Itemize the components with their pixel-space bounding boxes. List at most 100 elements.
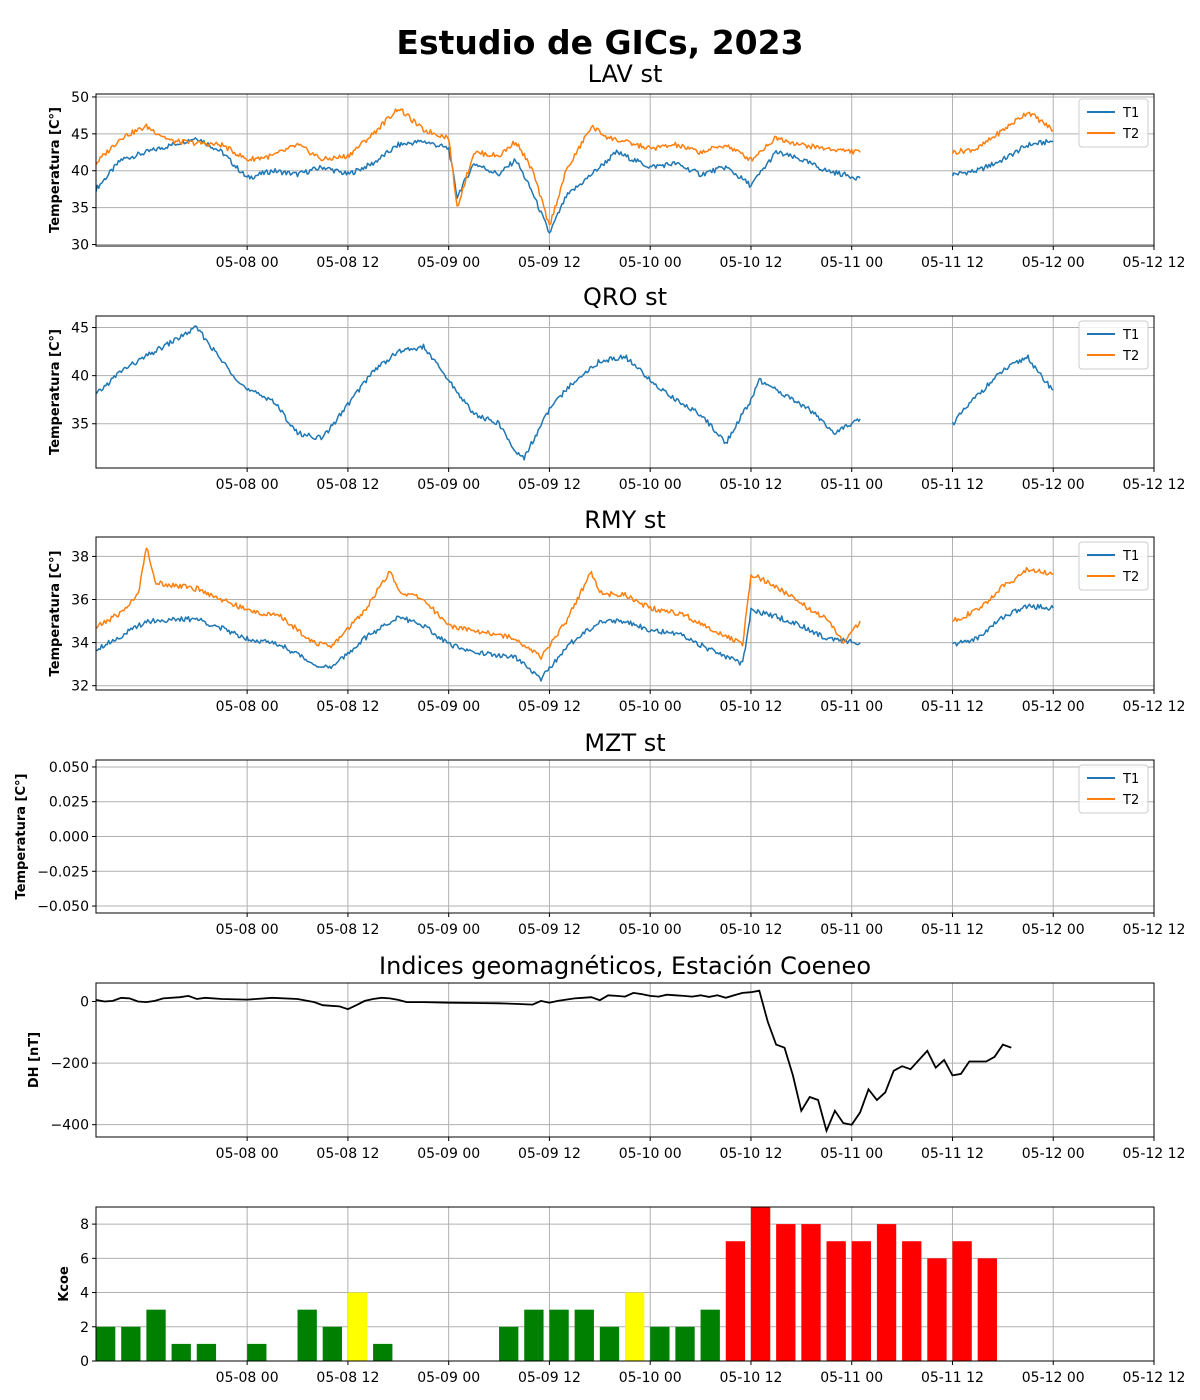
x-tick-label: 05-10 12 (719, 1370, 782, 1386)
legend-label: T1 (1122, 549, 1139, 564)
x-tick-label: 05-10 12 (719, 1146, 782, 1162)
x-tick-label: 05-09 00 (417, 1146, 480, 1162)
panel-title: RMY st (584, 506, 666, 534)
x-tick-label: 05-09 12 (518, 1370, 581, 1386)
axes-frame (95, 536, 1155, 691)
x-tick-label: 05-10 00 (619, 255, 682, 271)
x-tick-label: 05-12 00 (1022, 1370, 1085, 1386)
x-tick-label: 05-08 00 (216, 699, 279, 715)
y-tick-label: 34 (71, 636, 89, 652)
kcoe-bar (625, 1292, 645, 1361)
x-tick-label: 05-08 12 (316, 922, 379, 938)
x-tick-label: 05-09 00 (417, 1370, 480, 1386)
x-tick-label: 05-11 12 (921, 1146, 984, 1162)
x-tick-label: 05-11 00 (820, 1146, 883, 1162)
y-axis-label: DH [nT] (27, 1032, 42, 1088)
kcoe-bar (574, 1309, 594, 1361)
x-tick-label: 05-11 12 (921, 1370, 984, 1386)
x-tick-label: 05-08 12 (316, 255, 379, 271)
kcoe-bar (675, 1326, 695, 1361)
x-tick-label: 05-11 12 (921, 699, 984, 715)
kcoe-bar (750, 1207, 771, 1361)
x-tick-label: 05-11 00 (820, 255, 883, 271)
y-tick-label: 40 (71, 369, 89, 385)
x-tick-label: 05-10 12 (719, 477, 782, 493)
x-tick-label: 05-11 00 (820, 922, 883, 938)
y-tick-label: 0 (80, 994, 89, 1010)
x-tick-label: 05-10 00 (619, 1370, 682, 1386)
x-tick-label: 05-08 12 (316, 699, 379, 715)
y-axis-label: Temperatura [C°] (48, 551, 63, 677)
series-line-t1 (96, 137, 861, 234)
y-tick-label: 2 (80, 1320, 89, 1336)
plot-area (96, 325, 1054, 461)
series-line-t1 (951, 354, 1054, 426)
dh-series-line (96, 989, 1012, 1134)
x-tick-label: 05-09 00 (417, 922, 480, 938)
x-tick-label: 05-08 12 (316, 477, 379, 493)
figure-title: Estudio de GICs, 2023 (396, 23, 803, 62)
panel-lav: LAV st 05-08 00 05-08 12 05-09 00 05-09 12 05… (48, 60, 1185, 271)
kcoe-bar (196, 1343, 217, 1361)
x-tick-label: 05-12 00 (1022, 1146, 1085, 1162)
panel-title: MZT st (584, 729, 665, 757)
x-tick-label: 05-10 00 (619, 477, 682, 493)
grid-lines (96, 760, 1155, 913)
plot-area (96, 989, 1012, 1134)
series-line-t1 (951, 138, 1054, 177)
kcoe-bar (171, 1343, 191, 1361)
x-tick-label: 05-09 12 (518, 922, 581, 938)
series-line-t2 (952, 566, 1054, 623)
y-tick-label: 36 (71, 592, 89, 608)
y-tick-label: 50 (71, 90, 89, 106)
grid-lines (96, 94, 1155, 246)
kcoe-bar (599, 1326, 620, 1361)
kcoe-bar (725, 1241, 746, 1361)
x-tick-label: 05-11 12 (921, 255, 984, 271)
kcoe-bar (902, 1241, 922, 1361)
panel-title: QRO st (583, 283, 667, 311)
x-tick-label: 05-09 12 (518, 699, 581, 715)
legend-label: T2 (1122, 127, 1139, 142)
panel-rmy: RMY st 05-08 00 05-08 12 05-09 00 05-09 12 05… (48, 506, 1185, 715)
x-tick-label: 05-10 12 (719, 255, 782, 271)
series-line-t1 (96, 325, 861, 461)
y-tick-label: 4 (80, 1286, 89, 1302)
kcoe-bar (851, 1241, 872, 1361)
x-tick-label: 05-08 00 (216, 1146, 279, 1162)
x-tick-label: 05-11 00 (820, 1370, 883, 1386)
x-tick-label: 05-11 00 (820, 699, 883, 715)
x-tick-label: 05-12 12 (1123, 699, 1186, 715)
x-tick-label: 05-09 12 (518, 255, 581, 271)
kcoe-bar (247, 1343, 267, 1361)
x-tick-label: 05-10 12 (719, 922, 782, 938)
legend-label: T1 (1122, 106, 1139, 121)
kcoe-bar (801, 1224, 821, 1361)
y-tick-label: 8 (80, 1217, 89, 1233)
x-tick-label: 05-08 00 (216, 477, 279, 493)
x-tick-label: 05-09 00 (417, 699, 480, 715)
x-tick-label: 05-11 12 (921, 477, 984, 493)
legend-label: T2 (1122, 570, 1139, 585)
panel-title: Indices geomagnéticos, Estación Coeneo (379, 952, 871, 980)
legend-label: T1 (1122, 328, 1139, 343)
legend-label: T2 (1122, 349, 1139, 364)
x-tick-label: 05-08 00 (216, 922, 279, 938)
y-tick-label: 35 (71, 201, 89, 217)
y-tick-label: 0.025 (49, 795, 89, 811)
grid-lines (96, 316, 1155, 468)
x-tick-label: 05-08 00 (216, 1370, 279, 1386)
legend-label: T2 (1122, 793, 1139, 808)
y-tick-label: 0.000 (49, 830, 89, 846)
y-tick-label: 38 (71, 549, 89, 565)
x-tick-label: 05-08 00 (216, 255, 279, 271)
series-line-t1 (96, 607, 861, 682)
kcoe-bar (952, 1241, 972, 1361)
kcoe-bar (700, 1309, 720, 1361)
x-tick-label: 05-11 00 (820, 477, 883, 493)
x-tick-label: 05-12 00 (1022, 255, 1085, 271)
kcoe-bar (373, 1343, 393, 1361)
